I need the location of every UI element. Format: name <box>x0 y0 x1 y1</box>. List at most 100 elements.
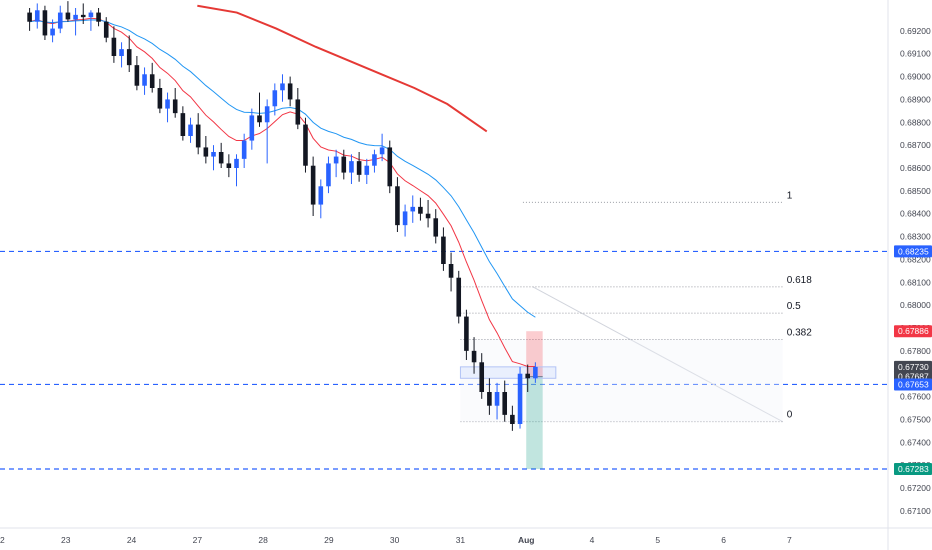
candle-body <box>249 115 255 141</box>
candle-body <box>126 49 132 66</box>
candle-body <box>195 124 201 148</box>
candle-body <box>42 10 48 36</box>
price-tag-label: 0.68235 <box>898 246 929 256</box>
price-axis[interactable]: 0.671000.672000.673000.674000.675000.676… <box>887 0 932 550</box>
fib-trend-line <box>532 286 783 423</box>
fibonacci-retracement[interactable]: 1 0.618 0.5 0.382 0 <box>460 190 812 423</box>
candle-body <box>310 165 316 205</box>
candle-body <box>111 37 117 56</box>
candle-body <box>241 140 247 159</box>
candle-body <box>73 14 78 20</box>
candle-body <box>149 74 155 88</box>
price-axis-background <box>888 0 932 550</box>
candle-body <box>333 156 339 164</box>
price-tick-label: 0.68500 <box>900 186 931 196</box>
candle-body <box>303 124 308 166</box>
time-tick-label: 23 <box>61 535 71 545</box>
candle-body <box>103 21 109 38</box>
fib-level-label: 0 <box>787 410 793 421</box>
candle-body <box>27 12 32 22</box>
candle-body <box>525 373 531 379</box>
price-tag-label: 0.67283 <box>898 464 929 474</box>
candle-body <box>410 206 416 212</box>
price-tick-label: 0.68100 <box>900 277 931 287</box>
time-tick-label: 28 <box>258 535 268 545</box>
price-tick-label: 0.67500 <box>900 414 931 424</box>
take-profit-zone <box>526 376 543 470</box>
candle-body <box>280 83 285 91</box>
price-tag-label: 0.67886 <box>898 326 929 336</box>
candle-body <box>57 12 63 29</box>
price-tag-box <box>894 378 932 391</box>
time-tick-label: 30 <box>390 535 400 545</box>
price-tick-label: 0.68700 <box>900 140 931 150</box>
candle-body <box>165 99 170 109</box>
time-axis[interactable]: 22 23 24 27 28 29 30 31 Aug 4 5 6 7 <box>0 527 932 545</box>
candle-body <box>172 99 178 114</box>
candle-body <box>295 99 301 125</box>
candle-body <box>433 218 439 237</box>
candle-body <box>180 113 186 136</box>
candle-body <box>96 12 101 22</box>
candle-body <box>65 12 71 20</box>
moving-average-ema-21 <box>29 19 536 318</box>
candle-body <box>441 236 446 264</box>
candle-body <box>134 65 140 86</box>
fib-level-label: 1 <box>787 190 793 201</box>
fib-level-label: 0.5 <box>787 301 801 312</box>
candle-body <box>211 152 216 157</box>
candle-body <box>88 12 94 18</box>
candle-body <box>203 147 209 157</box>
candle-body <box>395 186 400 226</box>
moving-average-slow <box>197 4 488 133</box>
candle-body <box>264 106 270 123</box>
time-tick-label: Aug <box>518 535 535 545</box>
candle-body <box>471 350 477 363</box>
candle-body <box>487 392 492 406</box>
candle-body <box>448 264 454 278</box>
candle-body <box>34 10 40 22</box>
candle-body <box>80 14 86 18</box>
candle-body <box>364 165 370 175</box>
price-tick-label: 0.67600 <box>900 392 931 402</box>
price-tag-box <box>894 360 932 373</box>
candles <box>27 1 538 431</box>
price-tag-label: 0.67687 <box>898 372 929 382</box>
candle-body <box>502 392 508 415</box>
candle-body <box>456 277 462 317</box>
candle-body <box>341 156 347 173</box>
candle-body <box>494 392 500 406</box>
price-tick-label: 0.69100 <box>900 49 931 59</box>
price-tick-label: 0.69000 <box>900 72 931 82</box>
price-tick-label: 0.68600 <box>900 163 931 173</box>
candle-body <box>188 124 193 136</box>
candle-body <box>218 152 224 164</box>
candle-body <box>356 161 362 175</box>
candle-body <box>479 362 485 392</box>
candle-body <box>119 49 124 56</box>
candle-body <box>533 366 538 379</box>
price-tick-label: 0.67400 <box>900 437 931 447</box>
price-tick-label: 0.68400 <box>900 209 931 219</box>
candle-body <box>372 154 377 166</box>
position-tool[interactable] <box>459 331 557 470</box>
candle-body <box>387 147 393 187</box>
time-tick-label: 5 <box>655 535 660 545</box>
time-tick-label: 27 <box>193 535 203 545</box>
time-tick-label: 22 <box>0 535 5 545</box>
candle-body <box>464 316 469 351</box>
price-tag-box <box>894 325 932 338</box>
candle-body <box>234 158 239 168</box>
range-box <box>459 366 557 379</box>
candle-body <box>402 211 408 226</box>
candle-body <box>517 373 523 424</box>
price-tag-box <box>894 463 932 476</box>
price-tick-label: 0.69200 <box>900 26 931 36</box>
candle-body <box>257 115 262 123</box>
stop-loss-zone <box>526 331 543 377</box>
candle-body <box>287 83 293 100</box>
price-tick-label: 0.68900 <box>900 94 931 104</box>
